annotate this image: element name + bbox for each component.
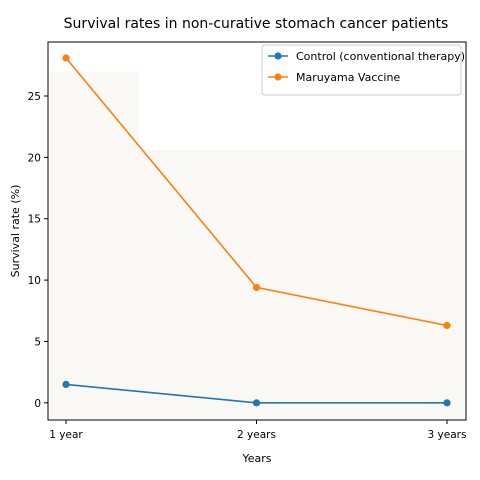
x-tick-label: 1 year (49, 429, 83, 441)
legend-box (261, 44, 462, 96)
x-tick-label: 3 years (428, 429, 467, 441)
x-tick-label: 2 years (237, 429, 276, 441)
x-axis-label: Years (241, 452, 271, 465)
data-point (62, 380, 70, 389)
data-point (252, 399, 261, 407)
y-axis-label: Survival rate (%) (9, 185, 22, 278)
y-tick-label: 10 (28, 275, 41, 287)
x-axis: 1 year 2 years 3 years (49, 420, 466, 441)
chart-title: Survival rates in non-curative stomach c… (64, 16, 449, 32)
legend-marker (274, 52, 282, 60)
y-tick-label: 0 (34, 398, 41, 410)
y-tick-label: 15 (28, 214, 41, 226)
data-point (252, 283, 261, 292)
data-point (62, 54, 70, 62)
y-tick-label: 5 (34, 336, 41, 348)
y-tick-label: 20 (28, 152, 41, 164)
y-tick-label: 25 (28, 91, 41, 103)
data-point (443, 399, 451, 407)
plot-area (47, 41, 467, 421)
y-axis: 0 5 10 15 20 25 (28, 91, 48, 410)
plot-shading (49, 71, 139, 150)
legend-marker (274, 73, 282, 81)
legend: Control (conventional therapy) Maruyama V… (261, 44, 465, 96)
data-point (443, 321, 451, 330)
legend-label: Maruyama Vaccine (296, 71, 400, 84)
legend-label: Control (conventional therapy) (296, 50, 465, 63)
chart-marks (49, 54, 465, 419)
